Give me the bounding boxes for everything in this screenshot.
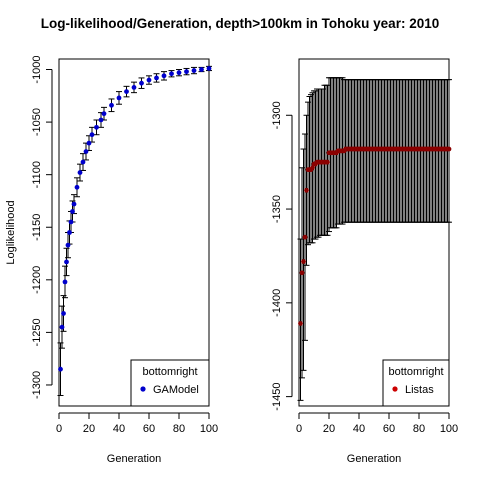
x-tick-label: 60 [383,423,395,435]
y-tick-label: -1300 [31,371,43,399]
right-panel-listas: 0 20 40 60 80 100 Generation -1450 -1400 -1350 -13… [271,58,458,465]
x-tick-label: 40 [113,423,125,435]
plot-frame [58,58,210,407]
data-point [298,321,303,326]
legend-label: Listas [405,384,434,396]
series-listas [297,77,452,401]
x-tick-label: 100 [200,423,218,435]
series-gamodel [57,65,212,396]
data-point [124,89,129,94]
data-point [67,230,72,235]
data-point [71,201,77,207]
data-point [199,67,204,72]
legend-box [382,359,450,407]
left-panel-ga-model: 0 20 40 60 80 100 Generation -1300 -1250 -1200 -11… [5,55,218,465]
y-axis-label: Loglikelihood [5,200,17,264]
y-tick-label: -1300 [271,101,283,129]
x-axis-label: Generation [107,453,161,465]
x-tick-label: 40 [353,423,365,435]
data-point [68,219,74,225]
y-tick-label: -1100 [31,161,43,188]
data-point [109,102,114,108]
legend-label: GAModel [153,384,199,396]
data-point [304,187,309,193]
x-tick-label: 100 [440,423,458,435]
x-tick-label: 0 [296,423,302,435]
x-axis-label: Generation [347,453,401,465]
data-point [65,242,71,248]
data-point [58,366,63,372]
data-point [184,69,189,75]
data-point [77,170,83,175]
data-point [139,80,144,86]
x-tick-label: 60 [143,423,155,435]
data-point [191,68,197,73]
data-point [74,184,80,190]
data-point [206,66,212,71]
plot-frame [298,58,450,407]
data-point [62,279,68,285]
data-point [61,311,66,316]
y-tick-label: -1350 [271,195,283,223]
x-tick-label: 20 [83,423,95,435]
data-point [64,259,69,265]
data-point [325,159,330,165]
legend-box [130,359,210,407]
data-point [86,140,92,146]
data-point [80,159,86,165]
y-tick-label: -1250 [31,318,43,346]
x-tick-label: 0 [56,423,62,435]
x-axis: 0 20 40 60 80 100 Generation [56,412,218,465]
data-point [59,324,65,330]
y-tick-label: -1150 [31,214,43,241]
y-axis: -1450 -1400 -1350 -1300 [271,101,293,411]
data-point [131,84,137,90]
data-point [299,270,305,276]
data-point [98,117,104,123]
data-point [146,77,152,83]
data-point [301,259,306,264]
data-point [161,73,167,79]
chart-title: Log-likelihood/Generation, depth>100km i… [41,16,439,31]
y-axis: -1300 -1250 -1200 -1150 -1100 -1050 -1000 Logli… [5,55,53,399]
x-tick-label: 80 [173,423,185,435]
y-tick-label: -1400 [271,289,283,317]
data-point [154,75,159,81]
data-point [169,71,174,77]
data-point [446,146,452,152]
data-point [83,149,89,154]
data-point [310,165,315,171]
data-point [302,234,308,240]
data-point [101,111,107,117]
legend-title: bottomright [142,366,197,378]
x-tick-label: 20 [323,423,335,435]
legend-title: bottomright [388,366,443,378]
legend-marker [392,386,398,392]
data-point [70,209,75,214]
x-tick-label: 80 [413,423,425,435]
data-point [176,70,182,76]
data-point [89,132,95,138]
y-tick-label: -1000 [31,55,43,83]
y-tick-label: -1450 [271,383,283,411]
legend: bottomright GAModel [130,359,210,407]
y-tick-label: -1050 [31,108,43,136]
y-tick-label: -1200 [31,266,43,294]
data-point [94,124,99,130]
x-axis: 0 20 40 60 80 100 Generation [296,412,458,465]
data-point [116,95,122,101]
legend: bottomright Listas [382,359,450,407]
legend-marker [140,386,146,392]
